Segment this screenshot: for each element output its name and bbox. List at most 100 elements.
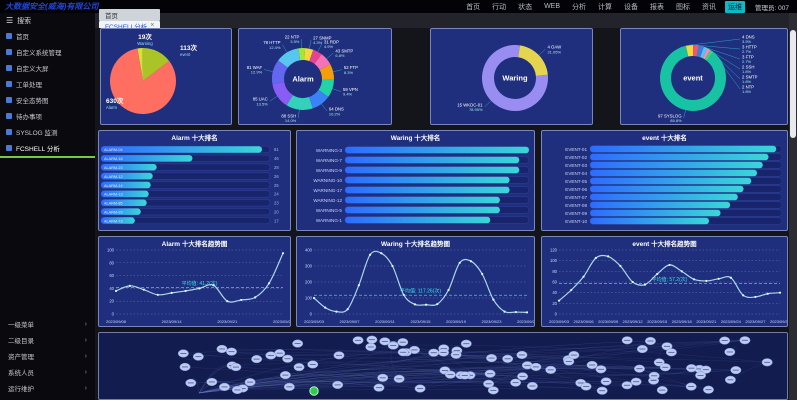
data-point[interactable] bbox=[492, 298, 495, 301]
donut-slice-SSH[interactable] bbox=[700, 46, 708, 59]
donut-slice-DNS[interactable] bbox=[685, 45, 694, 57]
donut-slice-RDP[interactable] bbox=[309, 49, 322, 64]
tab-首页[interactable]: 首页 bbox=[99, 8, 161, 21]
sidebar-item-SYSLOG监测[interactable]: SYSLOG 监测 bbox=[0, 124, 95, 140]
data-point[interactable] bbox=[729, 276, 732, 279]
data-point[interactable] bbox=[656, 272, 659, 276]
bar-fill[interactable] bbox=[590, 209, 721, 217]
donut-slice-DNS[interactable] bbox=[308, 89, 329, 109]
bar-fill[interactable] bbox=[345, 216, 491, 224]
graph-highlight-node[interactable] bbox=[309, 386, 319, 396]
donut-slice-SYSLOG[interactable] bbox=[660, 45, 726, 112]
data-point[interactable] bbox=[128, 284, 132, 287]
bar-fill[interactable] bbox=[101, 181, 151, 189]
donut-slice-WAF[interactable] bbox=[272, 60, 288, 85]
bar-fill[interactable] bbox=[590, 193, 738, 201]
bar-fill[interactable] bbox=[101, 208, 141, 215]
sidebar-item-自定义大屏[interactable]: 自定义大屏 bbox=[0, 60, 95, 76]
top-nav-item[interactable]: 首页 bbox=[466, 3, 481, 11]
data-point[interactable] bbox=[425, 303, 428, 306]
sidebar-item-工单处理[interactable]: 工单处理 bbox=[0, 76, 95, 92]
donut-slice-FTP[interactable] bbox=[319, 64, 334, 80]
bar-fill[interactable] bbox=[590, 217, 710, 225]
data-point[interactable] bbox=[335, 310, 338, 313]
top-nav-item[interactable]: 设备 bbox=[624, 3, 639, 11]
top-nav-item[interactable]: 运维 bbox=[725, 0, 746, 13]
data-point[interactable] bbox=[643, 283, 647, 286]
bar-fill[interactable] bbox=[590, 145, 777, 153]
pie-slice-Alarm[interactable] bbox=[110, 48, 176, 115]
data-point[interactable] bbox=[557, 299, 561, 302]
sidebar-item-安全态势图[interactable]: 安全态势图 bbox=[0, 92, 95, 108]
data-point[interactable] bbox=[503, 310, 506, 313]
data-point[interactable] bbox=[267, 282, 271, 285]
data-point[interactable] bbox=[619, 264, 622, 268]
data-point[interactable] bbox=[742, 294, 745, 297]
data-point[interactable] bbox=[184, 289, 187, 293]
bar-fill[interactable] bbox=[345, 196, 500, 204]
data-point[interactable] bbox=[692, 278, 696, 281]
data-point[interactable] bbox=[481, 272, 484, 276]
data-point[interactable] bbox=[413, 303, 416, 306]
sidebar-header[interactable]: ☰ 搜索 bbox=[0, 13, 95, 28]
bar-fill[interactable] bbox=[101, 217, 135, 224]
donut-slice-NTP[interactable] bbox=[704, 50, 714, 61]
sidebar-item-一级菜单[interactable]: 一级菜单 › bbox=[0, 316, 95, 332]
bar-fill[interactable] bbox=[345, 166, 520, 174]
close-icon[interactable]: × bbox=[150, 22, 155, 29]
bar-fill[interactable] bbox=[590, 177, 752, 185]
data-point[interactable] bbox=[357, 284, 360, 287]
data-point[interactable] bbox=[324, 306, 327, 309]
data-point[interactable] bbox=[717, 277, 720, 280]
data-point[interactable] bbox=[754, 295, 757, 299]
account-info[interactable]: 管理员: 007 bbox=[755, 4, 789, 12]
donut-slice-HTTP[interactable] bbox=[278, 48, 301, 68]
bar-fill[interactable] bbox=[101, 146, 263, 153]
data-point[interactable] bbox=[447, 288, 450, 292]
data-point[interactable] bbox=[156, 293, 159, 296]
data-point[interactable] bbox=[514, 310, 517, 314]
top-nav-item[interactable]: 行动 bbox=[492, 3, 507, 11]
bar-fill[interactable] bbox=[101, 155, 193, 162]
top-nav-item[interactable]: 资讯 bbox=[702, 3, 717, 11]
bar-fill[interactable] bbox=[101, 190, 149, 198]
bar-fill[interactable] bbox=[345, 156, 520, 164]
donut-slice-SSH[interactable] bbox=[286, 95, 313, 110]
bar-fill[interactable] bbox=[590, 169, 758, 177]
donut-slice-FTP[interactable] bbox=[696, 45, 704, 58]
pie-slice-event[interactable] bbox=[142, 48, 170, 81]
data-point[interactable] bbox=[226, 300, 229, 303]
bar-fill[interactable] bbox=[101, 172, 153, 180]
data-point[interactable] bbox=[254, 296, 257, 299]
data-point[interactable] bbox=[766, 292, 769, 295]
donut-slice-SMTP[interactable] bbox=[702, 48, 711, 60]
data-point[interactable] bbox=[346, 308, 349, 311]
bar-fill[interactable] bbox=[101, 163, 157, 171]
data-point[interactable] bbox=[170, 291, 173, 294]
top-nav-item[interactable]: 报表 bbox=[650, 3, 665, 11]
data-point[interactable] bbox=[607, 255, 610, 258]
sidebar-item-系统人员[interactable]: 系统人员 › bbox=[0, 364, 95, 380]
data-point[interactable] bbox=[402, 293, 405, 296]
donut-slice-OAW[interactable] bbox=[518, 45, 548, 76]
sidebar-item-资产管理[interactable]: 资产管理 › bbox=[0, 348, 95, 364]
top-nav-item[interactable]: 计算 bbox=[598, 3, 613, 11]
data-point[interactable] bbox=[680, 270, 683, 273]
sidebar-item-二级目录[interactable]: 二级目录 › bbox=[0, 332, 95, 348]
data-point[interactable] bbox=[312, 296, 316, 300]
top-nav-item[interactable]: 分析 bbox=[572, 3, 587, 11]
data-point[interactable] bbox=[458, 261, 461, 264]
sidebar-item-FCSHELL分析[interactable]: FCSHELL 分析 bbox=[0, 140, 95, 158]
bar-fill[interactable] bbox=[345, 186, 510, 194]
data-point[interactable] bbox=[525, 311, 529, 314]
data-point[interactable] bbox=[198, 287, 201, 290]
sidebar-item-自定义系统管理[interactable]: 自定义系统管理 bbox=[0, 44, 95, 60]
donut-slice-SMTP[interactable] bbox=[314, 54, 331, 70]
data-point[interactable] bbox=[281, 252, 285, 255]
hamburger-icon[interactable]: ☰ bbox=[6, 16, 14, 25]
data-point[interactable] bbox=[631, 280, 634, 284]
bar-fill[interactable] bbox=[345, 176, 510, 184]
bar-fill[interactable] bbox=[590, 161, 763, 169]
data-point[interactable] bbox=[212, 284, 215, 287]
data-point[interactable] bbox=[582, 275, 585, 278]
